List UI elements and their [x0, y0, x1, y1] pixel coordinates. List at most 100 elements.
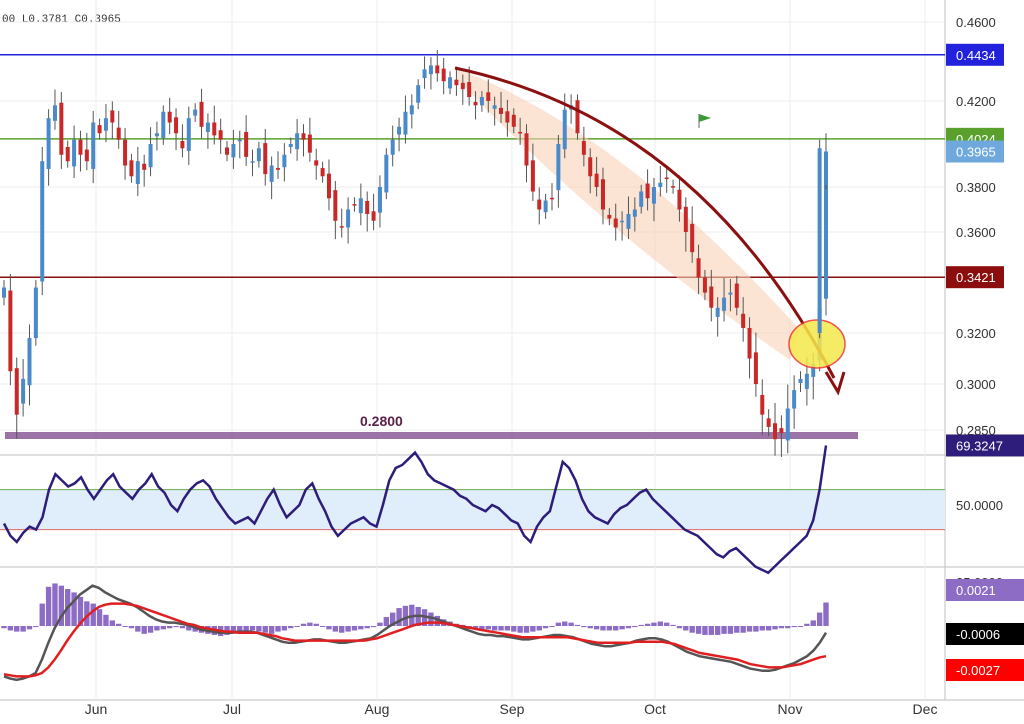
price-tick-label: 0.4200: [956, 94, 996, 109]
candle-bull: [250, 161, 255, 163]
price-tick-label: 0.3800: [956, 180, 996, 195]
macd-hist-bar: [574, 624, 581, 626]
candle-bear: [530, 160, 535, 192]
macd-hist-bar: [517, 626, 523, 633]
macd-hist-bar: [173, 626, 179, 628]
price-tag: [946, 140, 1004, 163]
candle-bull: [377, 187, 382, 213]
macd-hist-bar: [358, 626, 364, 630]
candlestick-series: [2, 50, 828, 457]
macd-hist-bar: [307, 622, 313, 626]
macd-hist-bar: [281, 626, 288, 631]
candle-bull: [824, 151, 828, 185]
macd-hist-bar: [778, 626, 785, 629]
candle-bull: [416, 85, 421, 103]
macd-hist-bar: [676, 626, 683, 629]
macd-hist-bar: [154, 626, 160, 631]
candle-bear: [244, 131, 249, 157]
macd-line: [3, 584, 828, 682]
candle-bull: [103, 118, 108, 131]
candle-bull: [543, 200, 548, 213]
macd-hist-bar: [727, 626, 734, 634]
support-band: [5, 432, 858, 439]
level-tag-0.4434: [946, 43, 1004, 66]
macd-hist-bar: [262, 626, 268, 633]
candle-bear: [263, 143, 268, 175]
candle-bear: [505, 111, 510, 123]
candle-bear: [486, 92, 491, 101]
macd-hist-bar: [581, 626, 587, 628]
macd-hist-bar: [606, 626, 613, 631]
macd-hist-bar: [300, 623, 307, 626]
candle-bear: [511, 114, 516, 127]
macd-hist-bar: [370, 626, 377, 628]
macd-hist-bar: [288, 626, 294, 629]
candle-bear: [59, 102, 64, 155]
candle-bull: [27, 338, 32, 386]
price-tick-label: 0.3200: [956, 326, 996, 341]
macd-hist-bar: [364, 626, 370, 629]
macd-panel: 0.0021 -0.0006 -0.0027: [1, 579, 1024, 682]
macd-hist-bar: [472, 626, 479, 629]
candle-bear: [14, 368, 19, 415]
candle-bear: [276, 168, 280, 170]
macd-hist-bar: [84, 601, 90, 626]
macd-hist-bar: [479, 626, 485, 630]
macd-hist-bar: [734, 626, 740, 633]
candle-bear: [607, 214, 612, 219]
candle-bear: [753, 352, 758, 384]
candle-bull: [824, 151, 828, 299]
candle-bear: [766, 418, 771, 427]
macd-hist-bar: [26, 626, 33, 630]
candle-bear: [760, 395, 765, 415]
candle-bear: [326, 173, 331, 199]
macd-hist-bar: [109, 620, 116, 626]
candle-bull: [632, 209, 637, 217]
month-tick-label: Jul: [223, 701, 241, 717]
highlight-ellipse: [788, 319, 846, 369]
macd-hist-bar: [549, 626, 555, 627]
macd-hist-bar: [587, 626, 593, 629]
macd-hist-bar: [804, 623, 810, 626]
candle-bear: [441, 68, 446, 82]
level-tag-0.3421: [946, 266, 1004, 289]
macd-hist-bar: [230, 626, 237, 634]
month-tick-label: Aug: [365, 701, 390, 717]
macd-hist-bar: [383, 617, 390, 626]
candle-bull: [804, 373, 809, 389]
macd-hist-bar: [740, 626, 746, 633]
macd-hist-bar: [179, 626, 186, 629]
candle-bear: [174, 117, 179, 134]
rsi-value-label: 69.3247: [956, 438, 1003, 453]
candle-bear: [78, 139, 83, 155]
macd-hist-bar: [568, 622, 574, 626]
candle-bear: [613, 218, 618, 228]
candle-bear: [142, 163, 147, 170]
candle-bull: [148, 144, 153, 168]
macd-hist-bar: [390, 612, 396, 626]
macd-hist-bar: [14, 626, 20, 632]
candle-bull: [626, 214, 631, 229]
macd-hist-bar: [651, 622, 657, 626]
level-tag-label: 0.3421: [956, 270, 996, 285]
candle-bull: [403, 111, 408, 135]
macd-hist-bar: [555, 622, 562, 626]
macd-hist-bar: [613, 626, 619, 631]
macd-hist-bar: [562, 621, 568, 626]
candle-bear: [314, 160, 319, 166]
candle-bear: [65, 147, 70, 162]
candle-bull: [422, 69, 427, 79]
macd-tag-label: -0.0006: [956, 627, 1000, 642]
candle-bear: [435, 65, 440, 74]
candle-bull: [186, 118, 191, 151]
month-tick-label: Sep: [500, 701, 525, 717]
macd-tag-label: -0.0027: [956, 663, 1000, 678]
candle-bear: [199, 101, 204, 127]
macd-hist-bar: [504, 626, 511, 631]
macd-hist-bar: [166, 626, 173, 629]
candle-bear: [473, 101, 478, 106]
candle-bear: [734, 283, 739, 308]
support-band-label: 0.2800: [360, 413, 403, 429]
candle-bull: [798, 378, 803, 383]
